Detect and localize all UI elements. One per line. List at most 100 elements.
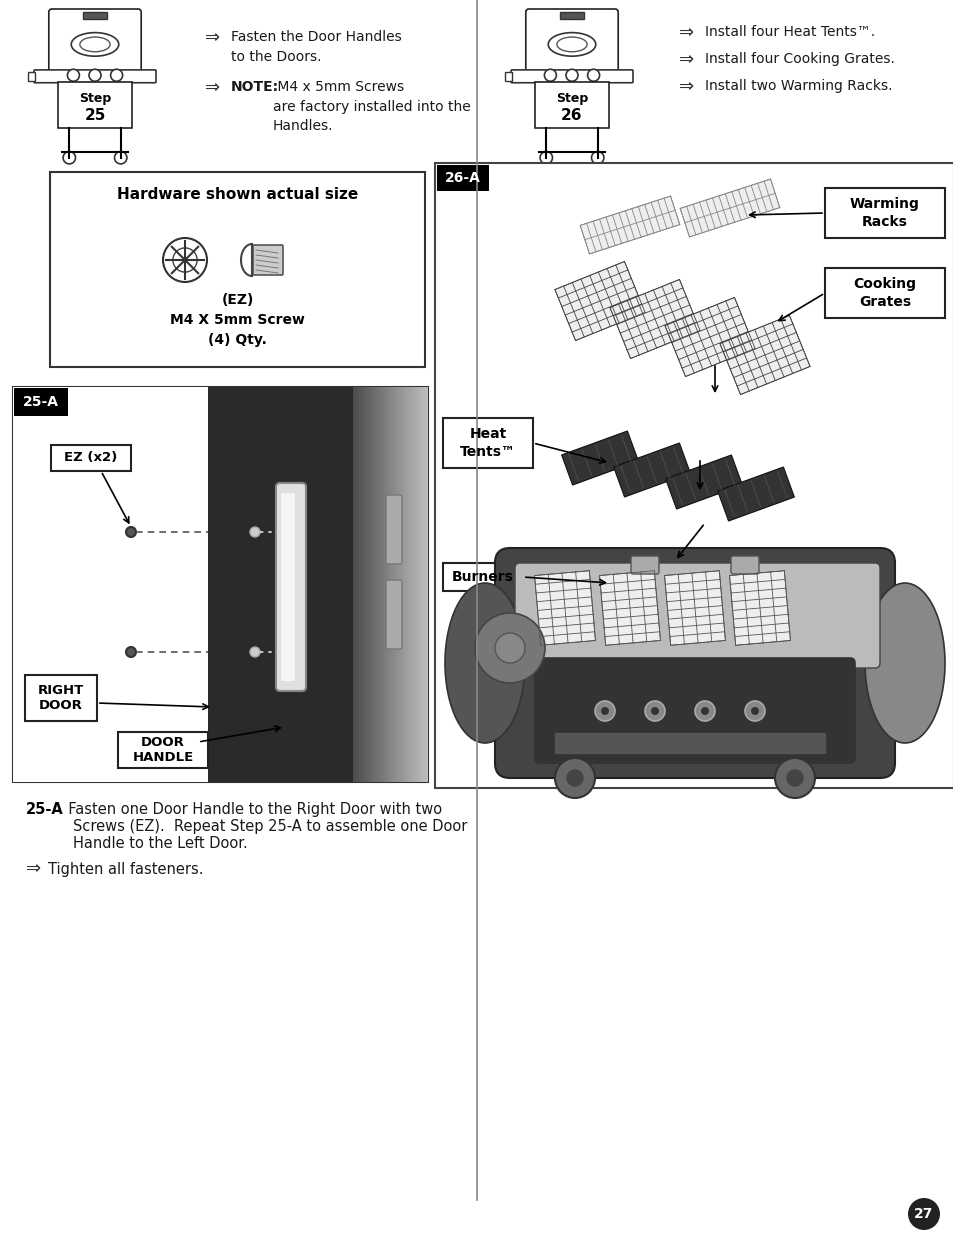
Bar xyxy=(559,12,583,19)
Bar xyxy=(384,387,385,782)
Bar xyxy=(83,12,107,19)
Bar xyxy=(353,387,354,782)
Text: 25: 25 xyxy=(84,107,106,122)
Text: Tighten all fasteners.: Tighten all fasteners. xyxy=(48,862,203,877)
Circle shape xyxy=(63,152,75,164)
Bar xyxy=(386,387,387,782)
Text: Heat
Tents™: Heat Tents™ xyxy=(459,427,516,458)
Text: Step: Step xyxy=(79,91,111,105)
Circle shape xyxy=(555,758,595,798)
Bar xyxy=(380,387,381,782)
Bar xyxy=(398,387,399,782)
Text: ⇒: ⇒ xyxy=(205,79,220,98)
Text: ⇒: ⇒ xyxy=(205,28,220,47)
Bar xyxy=(378,387,379,782)
Bar xyxy=(25,676,97,721)
Circle shape xyxy=(587,69,599,82)
Polygon shape xyxy=(613,443,690,496)
Circle shape xyxy=(700,706,708,715)
Text: (EZ): (EZ) xyxy=(221,293,253,308)
Bar xyxy=(393,387,394,782)
Text: ⇒: ⇒ xyxy=(679,78,694,96)
Bar xyxy=(400,387,401,782)
Circle shape xyxy=(89,69,101,82)
Bar xyxy=(395,387,396,782)
FancyBboxPatch shape xyxy=(511,70,633,83)
Bar xyxy=(417,387,418,782)
Circle shape xyxy=(565,69,578,82)
Bar xyxy=(415,387,416,782)
Circle shape xyxy=(250,647,260,657)
Bar xyxy=(370,387,371,782)
Ellipse shape xyxy=(444,583,524,743)
Polygon shape xyxy=(664,298,754,377)
FancyBboxPatch shape xyxy=(275,483,306,692)
Polygon shape xyxy=(664,571,724,645)
Bar xyxy=(413,387,414,782)
Polygon shape xyxy=(579,196,679,254)
Bar xyxy=(13,387,428,782)
Bar xyxy=(407,387,408,782)
Text: 27: 27 xyxy=(913,1207,933,1221)
Circle shape xyxy=(68,69,79,82)
Circle shape xyxy=(163,238,207,282)
FancyBboxPatch shape xyxy=(730,556,759,574)
Circle shape xyxy=(566,769,582,785)
FancyBboxPatch shape xyxy=(49,9,141,74)
Text: Cooking
Grates: Cooking Grates xyxy=(853,278,916,309)
Bar xyxy=(355,387,356,782)
Bar xyxy=(419,387,420,782)
Text: 25-A: 25-A xyxy=(23,395,59,409)
Circle shape xyxy=(539,152,552,164)
Bar xyxy=(356,387,357,782)
Bar xyxy=(390,387,391,782)
Bar xyxy=(208,387,353,782)
Bar xyxy=(391,387,392,782)
Text: Burners: Burners xyxy=(452,571,514,584)
FancyBboxPatch shape xyxy=(630,556,659,574)
Polygon shape xyxy=(561,431,638,485)
Circle shape xyxy=(774,758,814,798)
Bar xyxy=(357,387,358,782)
Bar xyxy=(14,388,68,416)
Circle shape xyxy=(495,634,524,663)
Bar xyxy=(442,417,533,468)
Bar xyxy=(824,188,944,238)
Polygon shape xyxy=(720,315,809,394)
Bar xyxy=(435,163,953,788)
Circle shape xyxy=(786,769,802,785)
Circle shape xyxy=(172,248,197,272)
Text: M4 x 5mm Screws
are factory installed into the
Handles.: M4 x 5mm Screws are factory installed in… xyxy=(273,80,470,133)
Bar xyxy=(13,387,208,782)
Circle shape xyxy=(250,527,260,537)
Bar xyxy=(412,387,413,782)
Bar xyxy=(382,387,384,782)
Bar xyxy=(418,387,419,782)
Text: NOTE:: NOTE: xyxy=(231,80,279,94)
Text: Screws (EZ).  Repeat Step 25-A to assemble one Door: Screws (EZ). Repeat Step 25-A to assembl… xyxy=(73,819,467,834)
Bar xyxy=(401,387,402,782)
Text: Fasten the Door Handles
to the Doors.: Fasten the Door Handles to the Doors. xyxy=(231,30,401,63)
Bar xyxy=(118,732,208,768)
Ellipse shape xyxy=(80,37,110,52)
Text: EZ (x2): EZ (x2) xyxy=(64,452,117,464)
Bar xyxy=(436,165,489,191)
Bar xyxy=(427,387,428,782)
Bar xyxy=(396,387,397,782)
FancyBboxPatch shape xyxy=(525,9,618,74)
Bar xyxy=(426,387,427,782)
Bar xyxy=(376,387,377,782)
Bar xyxy=(381,387,382,782)
Bar xyxy=(385,387,386,782)
Text: RIGHT
DOOR: RIGHT DOOR xyxy=(38,684,84,713)
Polygon shape xyxy=(609,279,700,358)
Bar xyxy=(388,387,389,782)
Bar xyxy=(535,82,608,128)
Circle shape xyxy=(744,701,764,721)
Text: 26-A: 26-A xyxy=(445,170,480,185)
Bar xyxy=(387,387,388,782)
Bar xyxy=(504,72,512,80)
Bar xyxy=(422,387,423,782)
Ellipse shape xyxy=(557,37,586,52)
Circle shape xyxy=(600,706,608,715)
